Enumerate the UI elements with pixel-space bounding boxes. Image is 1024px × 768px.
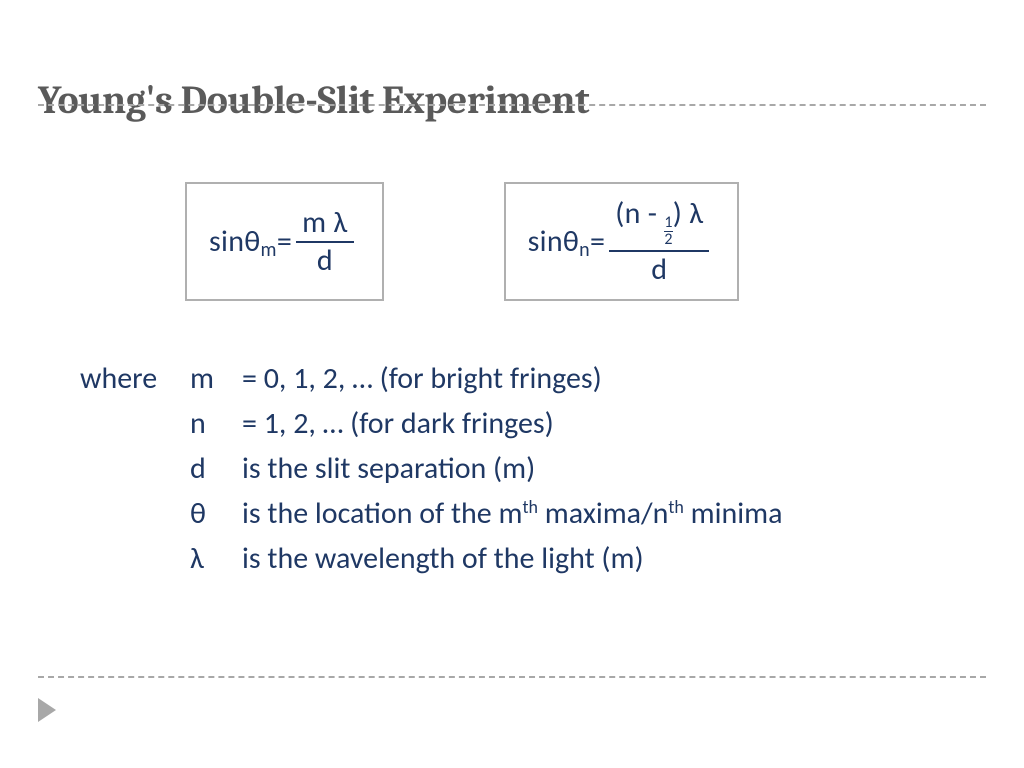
def-desc: = 0, 1, 2, … (for bright fringes) xyxy=(242,360,602,397)
def-symbol: n xyxy=(190,405,242,442)
fraction: (n - 1 2 ) λ d xyxy=(609,198,709,285)
title-underline xyxy=(38,104,986,106)
theta-symbol: θ xyxy=(244,223,260,260)
definitions-block: where m = 0, 1, 2, … (for bright fringes… xyxy=(80,360,783,585)
th-superscript: th xyxy=(522,496,538,518)
def-desc: is the wavelength of the light (m) xyxy=(242,540,644,577)
bright-fringe-equation: sin θ m = m λ d xyxy=(185,182,384,301)
sin-label: sin xyxy=(209,223,244,260)
where-label: where xyxy=(80,360,190,397)
slide-title: Young's Double-Slit Experiment xyxy=(38,77,589,123)
equals: = xyxy=(590,223,605,260)
def-desc: = 1, 2, … (for dark fringes) xyxy=(242,405,554,442)
def-row: λ is the wavelength of the light (m) xyxy=(80,540,783,577)
def-row: n = 1, 2, … (for dark fringes) xyxy=(80,405,783,442)
fraction-denominator: d xyxy=(645,254,673,286)
def-row: d is the slit separation (m) xyxy=(80,450,783,487)
equals: = xyxy=(277,223,292,260)
def-desc: is the slit separation (m) xyxy=(242,450,535,487)
def-symbol: d xyxy=(190,450,242,487)
def-symbol: θ xyxy=(190,495,242,532)
dark-fringe-equation: sin θ n = (n - 1 2 ) λ d xyxy=(504,182,740,301)
def-desc: is the location of the mth maxima/nth mi… xyxy=(242,495,783,532)
fraction: m λ d xyxy=(296,207,354,276)
th-superscript: th xyxy=(668,496,684,518)
footer-arrow-icon xyxy=(38,698,56,722)
def-symbol: m xyxy=(190,360,242,397)
fraction-numerator: m λ xyxy=(296,207,354,239)
fraction-numerator: (n - 1 2 ) λ xyxy=(609,198,709,248)
fraction-denominator: d xyxy=(311,245,339,277)
def-row: where m = 0, 1, 2, … (for bright fringes… xyxy=(80,360,783,397)
sin-label: sin xyxy=(528,223,563,260)
def-row: θ is the location of the mth maxima/nth … xyxy=(80,495,783,532)
subscript-n: n xyxy=(579,238,590,262)
footer-divider xyxy=(38,676,986,678)
one-half: 1 2 xyxy=(664,216,672,248)
def-symbol: λ xyxy=(190,540,242,577)
theta-symbol: θ xyxy=(563,223,579,260)
equations-row: sin θ m = m λ d sin θ n = (n - 1 2 xyxy=(185,182,739,301)
subscript-m: m xyxy=(261,238,277,262)
